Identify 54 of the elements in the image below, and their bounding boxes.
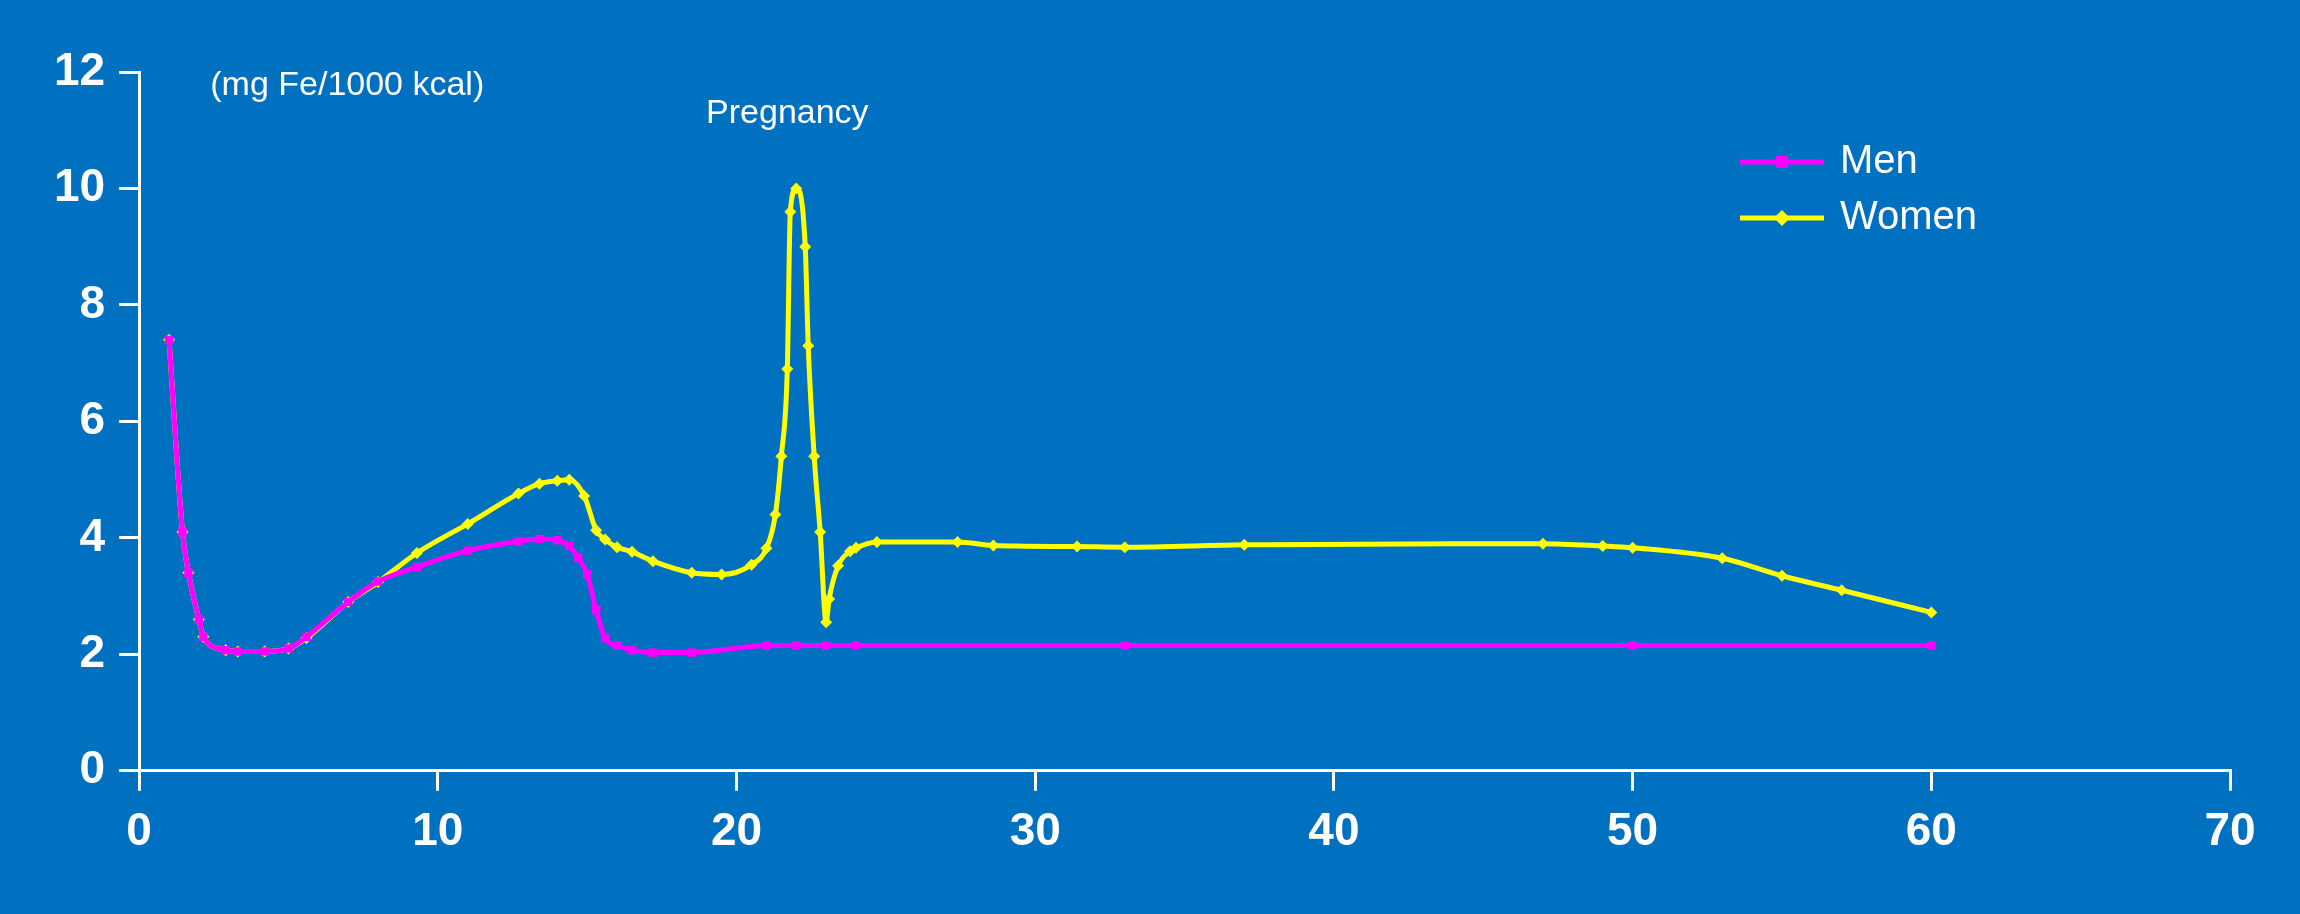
point bbox=[850, 541, 863, 554]
point bbox=[627, 646, 637, 655]
x-tick-label: 40 bbox=[1308, 803, 1360, 856]
x-tick-label: 70 bbox=[2204, 803, 2256, 856]
point bbox=[590, 524, 603, 537]
x-tick-label: 30 bbox=[1009, 803, 1061, 856]
y-tick-label: 6 bbox=[79, 392, 106, 445]
x-tick-label: 10 bbox=[412, 803, 464, 856]
point bbox=[578, 489, 591, 502]
y-tick-label: 2 bbox=[79, 625, 106, 678]
x-tick-label: 20 bbox=[710, 803, 763, 856]
point bbox=[582, 570, 592, 579]
point bbox=[410, 547, 423, 560]
point bbox=[463, 546, 472, 555]
y-tick-label: 0 bbox=[79, 741, 106, 794]
point bbox=[1925, 606, 1938, 619]
x-tick-label: 60 bbox=[1905, 803, 1957, 856]
annotation: (mg Fe/1000 kcal) bbox=[210, 64, 485, 103]
point bbox=[1775, 569, 1788, 582]
y-tick-label: 10 bbox=[53, 159, 106, 212]
point bbox=[1120, 641, 1130, 650]
point bbox=[574, 553, 583, 562]
point bbox=[535, 534, 544, 544]
point bbox=[821, 641, 831, 650]
point bbox=[553, 535, 562, 545]
point bbox=[612, 641, 622, 650]
y-tick-label: 12 bbox=[53, 42, 106, 95]
point bbox=[599, 533, 612, 546]
y-tick-label: 4 bbox=[79, 508, 106, 561]
point bbox=[626, 545, 639, 558]
annotation: Pregnancy bbox=[706, 92, 869, 131]
legend-label: Women bbox=[1840, 193, 1978, 238]
point bbox=[851, 641, 861, 650]
point bbox=[745, 558, 758, 571]
point bbox=[648, 648, 658, 657]
point bbox=[646, 555, 659, 568]
point bbox=[790, 182, 803, 195]
point bbox=[792, 641, 801, 650]
point bbox=[760, 542, 773, 555]
point bbox=[1628, 641, 1637, 650]
point bbox=[461, 517, 474, 530]
point bbox=[565, 541, 574, 551]
legend-label: Men bbox=[1840, 137, 1918, 182]
point bbox=[687, 648, 696, 657]
point bbox=[762, 641, 771, 650]
point bbox=[1927, 641, 1936, 650]
point bbox=[1835, 584, 1848, 597]
point bbox=[514, 537, 523, 546]
x-tick-label: 50 bbox=[1607, 803, 1659, 856]
point bbox=[832, 559, 845, 572]
point bbox=[512, 487, 525, 500]
point bbox=[611, 541, 624, 554]
y-tick-label: 8 bbox=[79, 275, 106, 328]
x-tick-label: 0 bbox=[126, 803, 152, 856]
